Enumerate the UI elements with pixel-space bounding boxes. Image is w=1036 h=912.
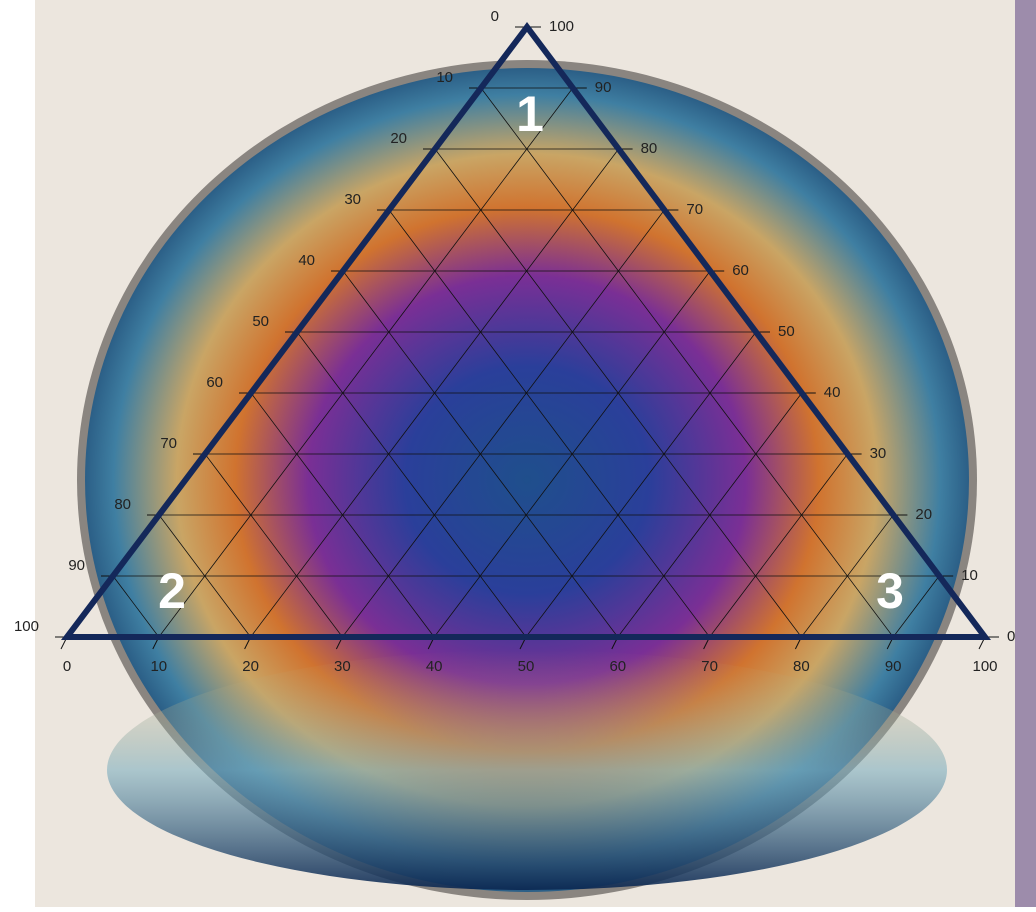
tick-label: 30	[344, 191, 361, 208]
tick-label: 70	[686, 201, 703, 218]
tick-label: 90	[595, 79, 612, 96]
corner-label: 1	[516, 86, 544, 142]
tick-label: 80	[641, 140, 658, 157]
tick-label: 0	[491, 8, 499, 25]
tick-label: 60	[206, 374, 223, 391]
corner-label: 3	[876, 563, 904, 619]
tick-label: 30	[870, 445, 887, 462]
tick-label: 10	[436, 69, 453, 86]
tick-label: 50	[252, 313, 269, 330]
tick-label: 10	[961, 567, 978, 584]
tick-label: 70	[701, 658, 718, 675]
tick-label: 80	[114, 496, 131, 513]
tick-label: 40	[298, 252, 315, 269]
tick-label: 80	[793, 658, 810, 675]
tick-label: 90	[68, 557, 85, 574]
side-bar	[1015, 0, 1036, 907]
wafer-band	[107, 650, 947, 890]
tick-label: 20	[390, 130, 407, 147]
tick-label: 0	[1007, 628, 1015, 645]
tick-label: 100	[972, 658, 997, 675]
tick-label: 20	[915, 506, 932, 523]
tick-label: 60	[609, 658, 626, 675]
tick-label: 100	[549, 18, 574, 35]
tick-label: 30	[334, 658, 351, 675]
tick-label: 0	[63, 658, 71, 675]
tick-label: 70	[160, 435, 177, 452]
tick-label: 60	[732, 262, 749, 279]
tick-label: 50	[518, 658, 535, 675]
tick-label: 100	[14, 618, 39, 635]
tick-label: 20	[242, 658, 259, 675]
page: 0102030405060708090100010203040506070809…	[0, 0, 1036, 907]
tick-label: 40	[426, 658, 443, 675]
tick-label: 50	[778, 323, 795, 340]
tick-label: 90	[885, 658, 902, 675]
tick-label: 10	[150, 658, 167, 675]
chart: 0102030405060708090100010203040506070809…	[0, 0, 1036, 907]
tick-label: 40	[824, 384, 841, 401]
corner-label: 2	[158, 563, 186, 619]
